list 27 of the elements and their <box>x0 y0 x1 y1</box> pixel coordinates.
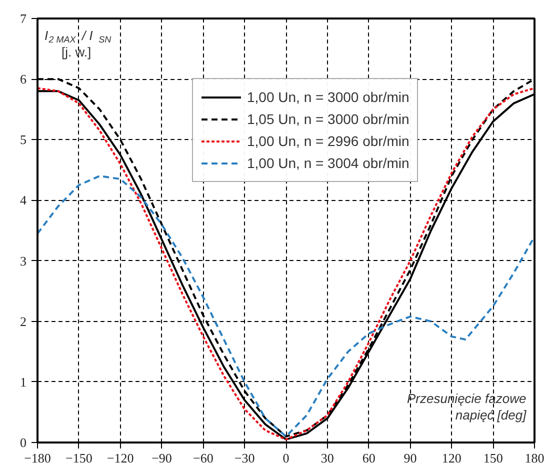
y-tick-label: 6 <box>20 72 27 87</box>
legend-label: 1,05 Un, n = 3000 obr/min <box>247 111 410 127</box>
x-tick-label: 90 <box>404 450 417 466</box>
legend-label: 1,00 Un, n = 3004 obr/min <box>247 155 410 171</box>
y-tick-label: 4 <box>20 192 27 208</box>
y-tick-label: 3 <box>20 253 26 268</box>
x-tick-label: −90 <box>152 450 172 466</box>
x-axis-title: Przesunięcie fazowe napięć [deg] <box>406 390 527 423</box>
x-tick-label: −60 <box>193 450 214 466</box>
y-tick-label: 2 <box>20 314 26 329</box>
x-tick-label: −180 <box>24 450 51 466</box>
x-tick-label: 60 <box>362 450 376 466</box>
x-tick-label: 150 <box>483 450 503 466</box>
x-tick-label: −30 <box>234 450 255 466</box>
legend-label: 1,00 Un, n = 3000 obr/min <box>247 89 410 105</box>
y-tick-label: 0 <box>20 435 26 450</box>
line-series <box>38 174 534 438</box>
x-tick-label: 30 <box>320 450 334 466</box>
x-tick-label: 120 <box>442 450 462 466</box>
y-tick-label: 7 <box>20 11 27 26</box>
x-tick-label: 0 <box>282 450 290 466</box>
x-tick-label: 180 <box>524 450 544 466</box>
legend-label: 1,00 Un, n = 2996 obr/min <box>247 133 410 149</box>
x-tick-label: −120 <box>106 450 134 466</box>
y-tick-label: 5 <box>20 132 26 148</box>
y-tick-label: 1 <box>20 374 26 390</box>
x-tick-label: −150 <box>66 450 92 466</box>
